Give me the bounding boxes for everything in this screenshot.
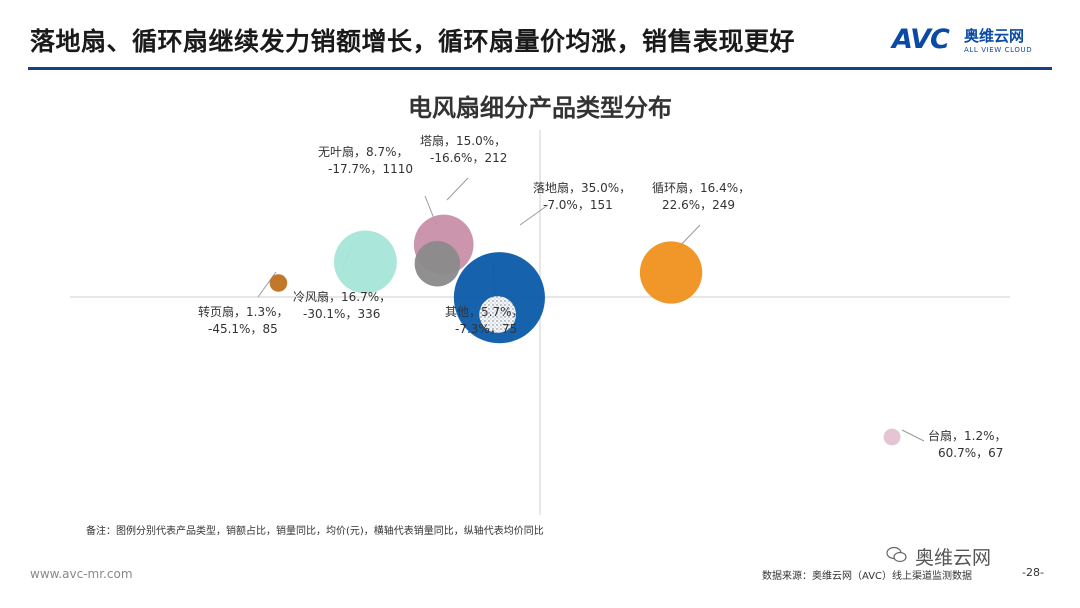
label-冷风扇-line2: -30.1%，336 bbox=[303, 307, 380, 321]
label-无叶扇-line1: 无叶扇，8.7%， bbox=[318, 144, 409, 159]
data-source: 数据来源：奥维云网（AVC）线上渠道监测数据 bbox=[762, 571, 973, 582]
page-number: -28- bbox=[1022, 566, 1044, 579]
footnote: 备注：图例分别代表产品类型，销额占比，销量同比，均价(元)，横轴代表销量同比，纵… bbox=[86, 526, 544, 537]
label-循环扇-line2: 22.6%，249 bbox=[662, 198, 735, 212]
wechat-icon bbox=[886, 546, 907, 563]
label-其他-line1: 其他，5.7%， bbox=[445, 305, 524, 319]
label-落地扇-line1: 落地扇，35.0%， bbox=[533, 180, 631, 195]
label-其他-line2: -7.3%，75 bbox=[455, 322, 517, 336]
bubble-labels: 落地扇，35.0%， -7.0%，151 循环扇，16.4%， 22.6%，249 塔扇… bbox=[198, 133, 1007, 460]
logo-cn-text: 奥维云网 bbox=[964, 27, 1025, 45]
chart-title: 电风扇细分产品类型分布 bbox=[408, 94, 672, 122]
bubble-其他 bbox=[479, 296, 517, 333]
label-转页扇-line1: 转页扇，1.3%， bbox=[198, 304, 289, 319]
bubble-台扇 bbox=[883, 428, 901, 446]
bubbles bbox=[269, 214, 901, 446]
label-冷风扇-line1: 冷风扇，16.7%， bbox=[293, 289, 391, 304]
leader-落地扇 bbox=[519, 204, 549, 226]
label-转页扇-line2: -45.1%，85 bbox=[208, 322, 278, 336]
logo-mark: AVC bbox=[892, 24, 950, 55]
leader-台扇 bbox=[901, 429, 925, 442]
bubble-循环扇 bbox=[639, 241, 703, 304]
leader-塔扇 bbox=[446, 177, 469, 201]
logo-en-text: ALL VIEW CLOUD bbox=[964, 46, 1033, 54]
label-塔扇-line2: -16.6%，212 bbox=[430, 151, 507, 165]
label-落地扇-line2: -7.0%，151 bbox=[543, 198, 613, 212]
website-url[interactable]: www.avc-mr.com bbox=[30, 567, 133, 581]
wechat-account-name: 奥维云网 bbox=[915, 547, 992, 569]
label-台扇-line1: 台扇，1.2%， bbox=[928, 428, 1007, 443]
label-无叶扇-line2: -17.7%，1110 bbox=[328, 162, 413, 176]
label-台扇-line2: 60.7%，67 bbox=[938, 446, 1003, 460]
label-循环扇-line1: 循环扇，16.4%， bbox=[652, 180, 750, 195]
bubble-无叶扇 bbox=[414, 241, 461, 287]
page-title: 落地扇、循环扇继续发力销额增长，循环扇量价均涨，销售表现更好 bbox=[30, 27, 796, 56]
title-divider bbox=[28, 67, 1052, 70]
bubble-转页扇 bbox=[269, 274, 288, 292]
label-塔扇-line1: 塔扇，15.0%， bbox=[420, 133, 506, 148]
avc-logo: AVC 奥维云网 ALL VIEW CLOUD bbox=[892, 22, 1062, 62]
bubble-冷风扇 bbox=[333, 230, 397, 294]
